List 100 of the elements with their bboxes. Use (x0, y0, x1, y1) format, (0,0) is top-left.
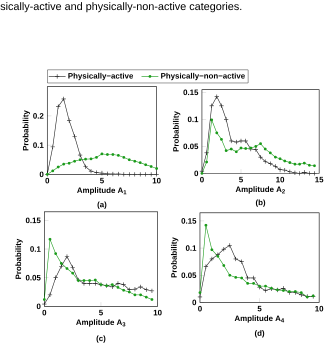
point (235, 150, 238, 154)
point (249, 146, 252, 150)
point (100, 152, 104, 156)
point (262, 159, 268, 164)
point (88, 168, 94, 174)
point (259, 142, 262, 146)
point (84, 158, 88, 161)
point (233, 256, 238, 262)
point (144, 163, 148, 166)
point (150, 298, 154, 301)
point (60, 262, 63, 265)
point (116, 280, 121, 286)
point (298, 162, 302, 166)
point (294, 162, 296, 166)
point (245, 276, 250, 280)
point (205, 160, 208, 164)
point (274, 156, 277, 159)
point (100, 170, 105, 176)
point (215, 131, 218, 134)
point (292, 170, 298, 176)
point (117, 154, 120, 157)
point (238, 138, 244, 144)
point (78, 158, 82, 162)
point (73, 160, 76, 163)
point (234, 276, 238, 279)
point (282, 289, 285, 292)
point (228, 274, 232, 277)
point (43, 298, 46, 301)
point (78, 152, 83, 158)
point (122, 156, 126, 159)
point (210, 118, 214, 122)
point (230, 148, 233, 150)
point (66, 267, 68, 270)
point (313, 164, 316, 168)
point (251, 276, 256, 280)
point (204, 224, 208, 227)
point (308, 164, 311, 167)
point (258, 284, 262, 288)
point (48, 238, 52, 241)
point (303, 162, 306, 164)
point (155, 167, 158, 170)
point (283, 160, 286, 162)
point (150, 165, 153, 168)
point (54, 252, 58, 256)
point (139, 294, 142, 296)
point (264, 148, 267, 150)
point (132, 286, 138, 292)
point (62, 162, 66, 166)
point (219, 103, 224, 108)
point (116, 172, 121, 177)
point (144, 296, 148, 299)
point (51, 169, 54, 172)
point (288, 290, 291, 293)
point (222, 264, 226, 267)
text: sically-active and physically-non-active categories. (0, 2, 242, 12)
point (264, 284, 267, 288)
point (263, 288, 268, 293)
point (94, 278, 97, 282)
point (95, 156, 98, 159)
point (294, 290, 297, 293)
point (240, 146, 242, 150)
point (246, 282, 250, 285)
point (210, 256, 214, 262)
point (128, 290, 131, 294)
point (61, 96, 66, 102)
point (68, 162, 71, 165)
point (134, 294, 136, 296)
point (224, 149, 228, 152)
point (200, 172, 204, 175)
point (198, 291, 202, 294)
point (121, 282, 126, 288)
point (112, 153, 114, 156)
point (228, 138, 234, 144)
point (220, 138, 223, 141)
point (94, 170, 100, 176)
point (64, 254, 70, 259)
point (106, 153, 109, 156)
point (269, 151, 272, 154)
point (234, 140, 239, 144)
point (90, 157, 92, 160)
point (92, 280, 98, 286)
point (240, 276, 244, 280)
point (71, 272, 74, 274)
point (288, 161, 292, 164)
point (83, 164, 88, 170)
point (210, 248, 214, 252)
point (138, 161, 142, 164)
point (244, 147, 248, 150)
point (116, 286, 120, 289)
point (254, 144, 258, 148)
point (243, 138, 248, 144)
point (128, 158, 131, 162)
point (82, 279, 86, 282)
point (278, 157, 282, 160)
point (110, 172, 116, 177)
point (56, 104, 61, 110)
point (48, 292, 53, 298)
point (88, 279, 92, 282)
point (56, 166, 60, 168)
point (300, 291, 303, 294)
